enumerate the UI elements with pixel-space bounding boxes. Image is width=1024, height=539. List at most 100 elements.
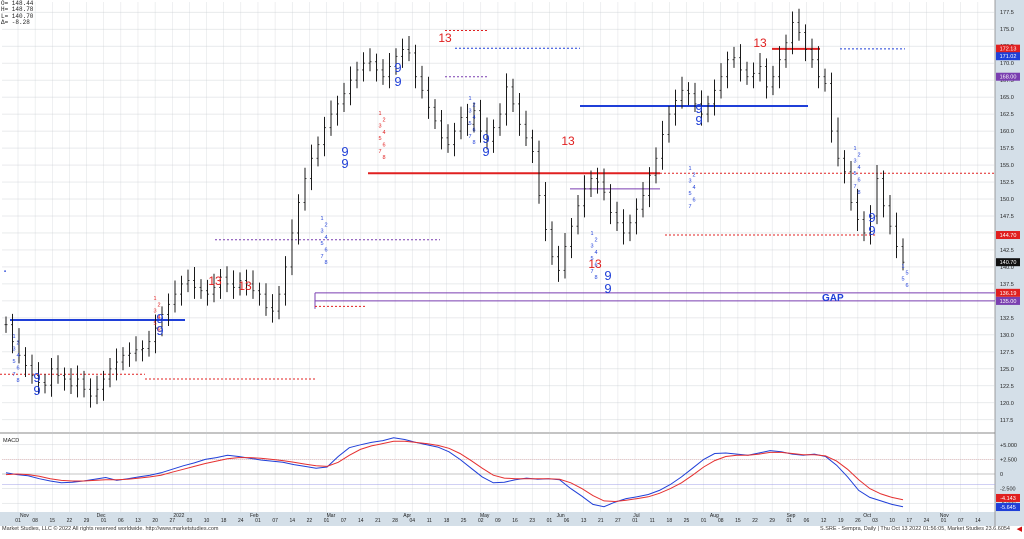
month-tick-label: Jul: [633, 513, 639, 519]
ohlc-high: H= 148.78: [1, 6, 34, 14]
demark-small-count: 5: [901, 277, 904, 283]
demark-small-count: 4: [692, 185, 695, 191]
day-tick-label: 26: [855, 518, 861, 524]
demark-count-marker: 9: [604, 281, 611, 296]
day-tick-label: 29: [84, 518, 90, 524]
demark-small-count: 5: [153, 321, 156, 327]
demark-count-marker: 9: [33, 383, 40, 398]
day-tick-label: 27: [169, 518, 175, 524]
day-tick-label: 01: [255, 518, 261, 524]
demark-small-count: 2: [857, 152, 860, 158]
demark-count-marker: 9: [868, 210, 875, 225]
demark-small-count: 2: [594, 237, 597, 243]
month-tick-label: Oct: [863, 513, 871, 519]
demark-count-marker: 13: [753, 36, 767, 50]
symbol-info: S.SRE - Sempra, Daily | Thu Oct 13 2022 …: [820, 526, 1010, 532]
demark-small-count: 1: [320, 216, 323, 222]
demark-small-count: 6: [857, 178, 860, 184]
demark-small-count: 2: [692, 172, 695, 178]
demark-count-marker: 9: [695, 101, 702, 116]
price-tick-label: 177.5: [1000, 10, 1014, 16]
price-tag-label: 144.70: [1000, 233, 1017, 239]
demark-small-count: 5: [590, 256, 593, 262]
macd-title: MACD: [3, 438, 19, 444]
demark-small-count: 5: [905, 270, 908, 276]
day-tick-label: 09: [495, 518, 501, 524]
demark-count-marker: 9: [394, 74, 401, 89]
day-tick-label: 22: [307, 518, 313, 524]
demark-small-count: 1: [12, 334, 15, 340]
demark-small-count: 8: [472, 140, 475, 146]
status-footer: Market Studies, LLC © 2022 All rights re…: [0, 526, 1024, 534]
day-tick-label: 14: [975, 518, 981, 524]
demark-count-marker: 9: [156, 311, 163, 326]
price-tick-label: 137.5: [1000, 282, 1014, 288]
demark-small-count: 2: [472, 102, 475, 108]
price-tag: [996, 258, 1020, 267]
month-tick-label: Aug: [710, 513, 719, 519]
demark-small-count: 6: [382, 143, 385, 149]
macd-tick-label: +5.000: [1000, 443, 1017, 449]
month-tick-label: Mar: [327, 513, 336, 519]
macd-value-tag-label: -5.645: [1000, 505, 1016, 511]
demark-small-count: 5: [688, 191, 691, 197]
demark-small-count: 4: [857, 165, 860, 171]
demark-small-count: 3: [12, 347, 15, 353]
day-tick-label: 14: [289, 518, 295, 524]
price-tag-label: 140.70: [1000, 260, 1017, 266]
month-tick-label: Nov: [940, 513, 949, 519]
demark-small-count: 6: [324, 248, 327, 254]
day-tick-label: 01: [941, 518, 947, 524]
demark-small-count: 3: [378, 124, 381, 130]
price-tag-label: 136.19: [1000, 291, 1017, 297]
demark-small-count: 7: [853, 184, 856, 190]
day-tick-label: 21: [598, 518, 604, 524]
demark-small-count: 7: [590, 269, 593, 275]
back-arrow-icon[interactable]: ◀: [1016, 526, 1022, 533]
demark-count-marker: 9: [394, 60, 401, 75]
demark-count-marker: 9: [482, 144, 489, 159]
price-tag: [996, 231, 1020, 240]
month-tick-label: Nov: [20, 513, 29, 519]
demark-small-count: 5: [320, 241, 323, 247]
ohlc-low: L= 140.70: [1, 12, 34, 20]
day-tick-label: 23: [529, 518, 535, 524]
day-tick-label: 01: [701, 518, 707, 524]
price-tag: [996, 296, 1020, 305]
copyright-text: Market Studies, LLC © 2022 All rights re…: [2, 526, 219, 532]
demark-small-count: 7: [378, 149, 381, 155]
day-tick-label: 07: [341, 518, 347, 524]
day-tick-label: 13: [135, 518, 141, 524]
date-axis-panel: [0, 512, 995, 526]
day-tick-label: 22: [67, 518, 73, 524]
demark-count-marker: 13: [561, 134, 575, 148]
demark-small-count: 1: [153, 296, 156, 302]
macd-value-tag-label: -4.143: [1000, 496, 1016, 502]
demark-small-count: 3: [853, 159, 856, 165]
demark-small-count: 8: [857, 190, 860, 196]
day-tick-label: 24: [238, 518, 244, 524]
day-tick-label: 18: [221, 518, 227, 524]
day-tick-label: 17: [907, 518, 913, 524]
price-tick-label: 125.0: [1000, 367, 1014, 373]
demark-small-count: 2: [324, 222, 327, 228]
price-tag-label: 171.02: [1000, 54, 1017, 60]
macd-tick-label: -2.500: [1000, 487, 1016, 493]
demark-small-count: 3: [590, 244, 593, 250]
demark-count-marker: 9: [604, 268, 611, 283]
macd-series-line: [5, 437, 904, 508]
price-tick-label: 120.0: [1000, 401, 1014, 407]
price-tag: [996, 72, 1020, 81]
day-tick-label: 15: [735, 518, 741, 524]
day-tick-label: 10: [204, 518, 210, 524]
demark-small-count: 5: [853, 171, 856, 177]
macd-value-tag: [996, 503, 1020, 512]
price-tick-label: 162.5: [1000, 112, 1014, 118]
day-tick-label: 01: [324, 518, 330, 524]
demark-small-count: 1: [378, 111, 381, 117]
day-tick-label: 12: [821, 518, 827, 524]
day-tick-label: 02: [478, 518, 484, 524]
ohlc-open: O= 148.44: [1, 0, 34, 7]
